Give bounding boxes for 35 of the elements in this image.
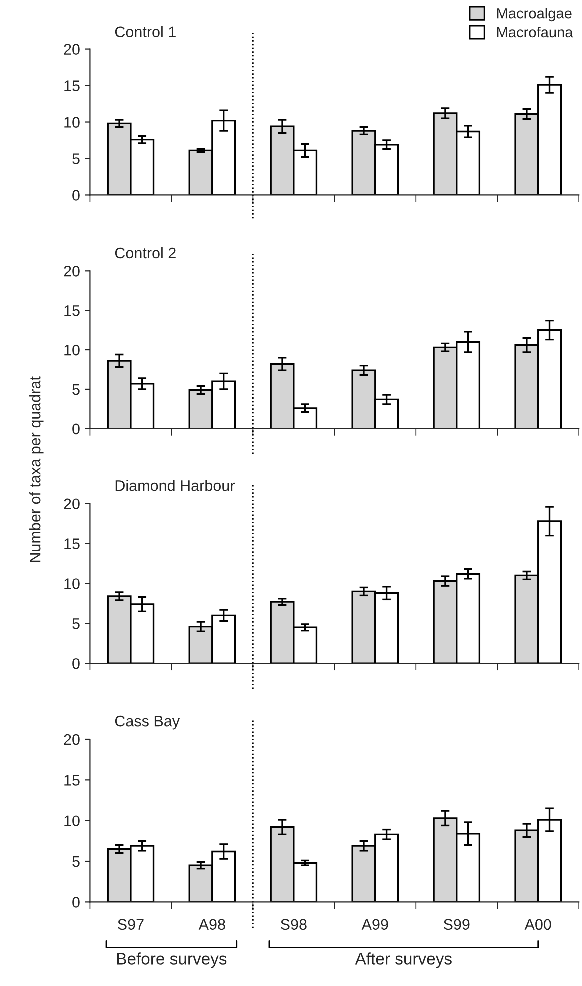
x-tick-label: S98 <box>281 919 307 930</box>
y-tick-label: 10 <box>64 578 80 590</box>
y-tick-label: 10 <box>64 117 80 128</box>
y-tick-label: 0 <box>72 658 80 670</box>
y-tick-label: 10 <box>64 816 80 827</box>
y-tick-label: 10 <box>64 344 80 356</box>
y-tick-label: 20 <box>64 498 80 510</box>
x-tick-label: A99 <box>362 919 388 930</box>
legend-label: Macroalgae <box>497 8 572 22</box>
y-tick-label: 5 <box>72 384 80 396</box>
legend-label: Macrofauna <box>497 26 574 38</box>
x-tick-label: S97 <box>118 919 144 930</box>
chart-title: Control 1 <box>115 26 176 38</box>
y-tick-label: 5 <box>72 856 80 868</box>
y-axis-title: Number of taxa per quadrat <box>30 376 44 562</box>
chart-title: Control 2 <box>115 247 176 259</box>
y-tick-label: 0 <box>72 424 80 435</box>
x-tick-label: A00 <box>524 919 552 930</box>
y-tick-label: 20 <box>64 266 80 277</box>
x-tick-label: S99 <box>444 919 470 930</box>
y-tick-label: 15 <box>64 306 80 316</box>
text: Before surveys <box>117 952 227 968</box>
x-tick-label: A98 <box>198 919 226 930</box>
y-tick-label: 20 <box>64 734 80 746</box>
y-tick-label: 5 <box>72 154 80 164</box>
text: After surveys <box>355 952 452 968</box>
y-tick-label: 15 <box>64 775 80 786</box>
y-tick-label: 0 <box>72 897 80 908</box>
y-tick-label: 15 <box>64 80 80 92</box>
y-tick-label: 20 <box>64 44 80 55</box>
chart-title: Cass Bay <box>115 716 180 730</box>
y-tick-label: 0 <box>72 190 80 201</box>
y-tick-label: 5 <box>72 618 80 630</box>
y-tick-label: 15 <box>64 538 80 550</box>
chart-title: Diamond Harbour <box>116 480 235 492</box>
